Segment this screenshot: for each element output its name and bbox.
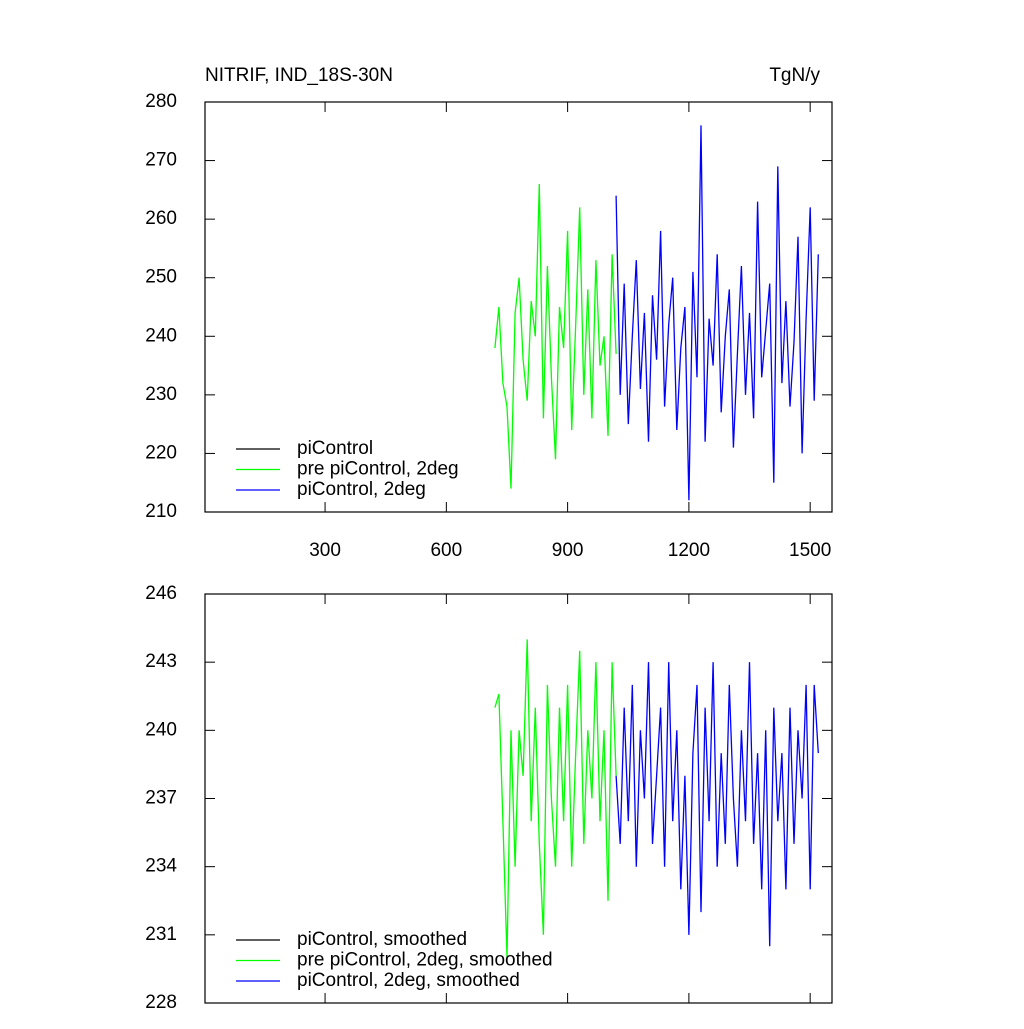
y-tick-label: 237 (145, 788, 177, 809)
series-line (494, 183, 617, 489)
legend-label: piControl (297, 438, 373, 459)
units-label: TgN/y (769, 65, 820, 86)
y-tick-label: 246 (145, 583, 177, 604)
x-tick-label: 1500 (789, 540, 831, 561)
series-line (615, 125, 819, 501)
y-tick-label: 270 (145, 150, 177, 171)
legend-label: pre piControl, 2deg (297, 459, 459, 480)
series-line (494, 639, 617, 958)
y-tick-label: 230 (145, 384, 177, 405)
legend-label: piControl, smoothed (297, 929, 467, 950)
y-tick-label: 250 (145, 267, 177, 288)
y-tick-label: 234 (145, 856, 177, 877)
x-tick-label: 1200 (668, 540, 710, 561)
y-tick-label: 210 (145, 501, 177, 522)
chart-title: NITRIF, IND_18S-30N (205, 65, 393, 86)
x-tick-label: 300 (309, 540, 341, 561)
x-tick-label: 600 (430, 540, 462, 561)
x-tick-label: 900 (552, 540, 584, 561)
legend-label: pre piControl, 2deg, smoothed (297, 950, 553, 971)
y-tick-label: 280 (145, 91, 177, 112)
y-tick-label: 228 (145, 992, 177, 1013)
legend-label: piControl, 2deg (297, 479, 426, 500)
y-tick-label: 243 (145, 651, 177, 672)
y-tick-label: 260 (145, 208, 177, 229)
y-tick-label: 240 (145, 325, 177, 346)
y-tick-label: 240 (145, 719, 177, 740)
series-line (615, 662, 819, 947)
legend-label: piControl, 2deg, smoothed (297, 970, 520, 991)
y-tick-label: 220 (145, 442, 177, 463)
y-tick-label: 231 (145, 924, 177, 945)
plot-frame (204, 101, 833, 513)
